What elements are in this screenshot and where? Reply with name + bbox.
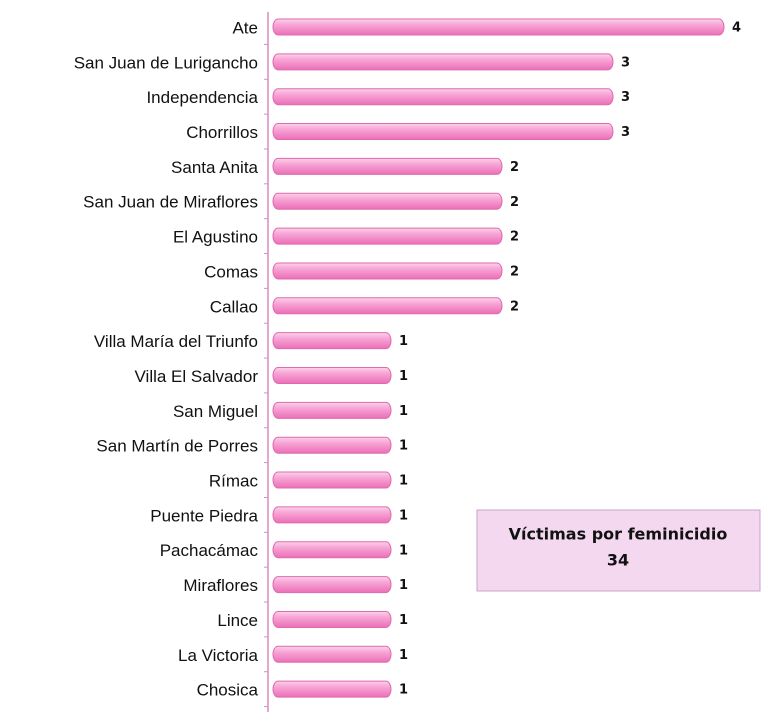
value-label: 1	[399, 474, 408, 489]
value-label: 1	[399, 369, 408, 384]
y-tick-label: Santa Anita	[171, 158, 259, 177]
bar	[272, 506, 392, 524]
bar	[272, 262, 503, 280]
y-tick-label: La Victoria	[178, 646, 259, 665]
y-tick-label: Rímac	[209, 472, 259, 491]
value-label: 3	[621, 55, 630, 70]
bar	[272, 610, 392, 628]
y-tick-label: Chosica	[197, 681, 259, 700]
value-label: 2	[510, 160, 519, 175]
bar	[272, 192, 503, 210]
bar	[272, 471, 392, 489]
y-tick-label: Chorrillos	[186, 123, 258, 142]
y-tick-label: Puente Piedra	[150, 506, 258, 525]
bar	[272, 227, 503, 245]
y-tick-label: Miraflores	[183, 576, 258, 595]
value-label: 2	[510, 299, 519, 314]
value-label: 2	[510, 195, 519, 210]
value-label: 1	[399, 334, 408, 349]
bar	[272, 157, 503, 175]
value-label: 2	[510, 230, 519, 245]
y-tick-label: Ate	[232, 18, 258, 37]
bar	[272, 401, 392, 419]
bar	[272, 297, 503, 315]
value-label: 4	[732, 21, 741, 36]
value-label: 1	[399, 439, 408, 454]
y-tick-label: Lince	[217, 611, 258, 630]
annotation-value: 34	[607, 551, 629, 570]
value-label: 1	[399, 508, 408, 523]
bar	[272, 576, 392, 594]
value-label: 2	[510, 264, 519, 279]
bar	[272, 541, 392, 559]
y-tick-label: Villa El Salvador	[135, 367, 259, 386]
bar	[272, 645, 392, 663]
bar	[272, 53, 614, 71]
value-label: 1	[399, 578, 408, 593]
bar	[272, 332, 392, 350]
value-label: 1	[399, 543, 408, 558]
bar	[272, 123, 614, 141]
y-tick-label: Villa María del Triunfo	[94, 332, 258, 351]
y-tick-label: Independencia	[146, 88, 258, 107]
y-tick-label: El Agustino	[173, 228, 258, 247]
value-label: 3	[621, 125, 630, 140]
value-label: 1	[399, 683, 408, 698]
y-tick-label: San Juan de Lurigancho	[74, 53, 258, 72]
bar	[272, 680, 392, 698]
y-tick-label: San Juan de Miraflores	[83, 193, 258, 212]
value-label: 1	[399, 613, 408, 628]
annotation-box	[476, 509, 761, 592]
value-label: 3	[621, 90, 630, 105]
value-label: 1	[399, 648, 408, 663]
value-label: 1	[399, 404, 408, 419]
y-tick-label: San Martín de Porres	[96, 437, 258, 456]
bar	[272, 367, 392, 384]
bar	[272, 18, 725, 36]
y-tick-label: Callao	[210, 297, 258, 316]
bar	[272, 436, 392, 454]
annotation-title: Víctimas por feminicidio	[509, 525, 728, 544]
y-tick-label: Comas	[204, 262, 258, 281]
y-tick-label: San Miguel	[173, 402, 258, 421]
bar	[272, 88, 614, 106]
y-tick-label: Pachacámac	[160, 541, 259, 560]
